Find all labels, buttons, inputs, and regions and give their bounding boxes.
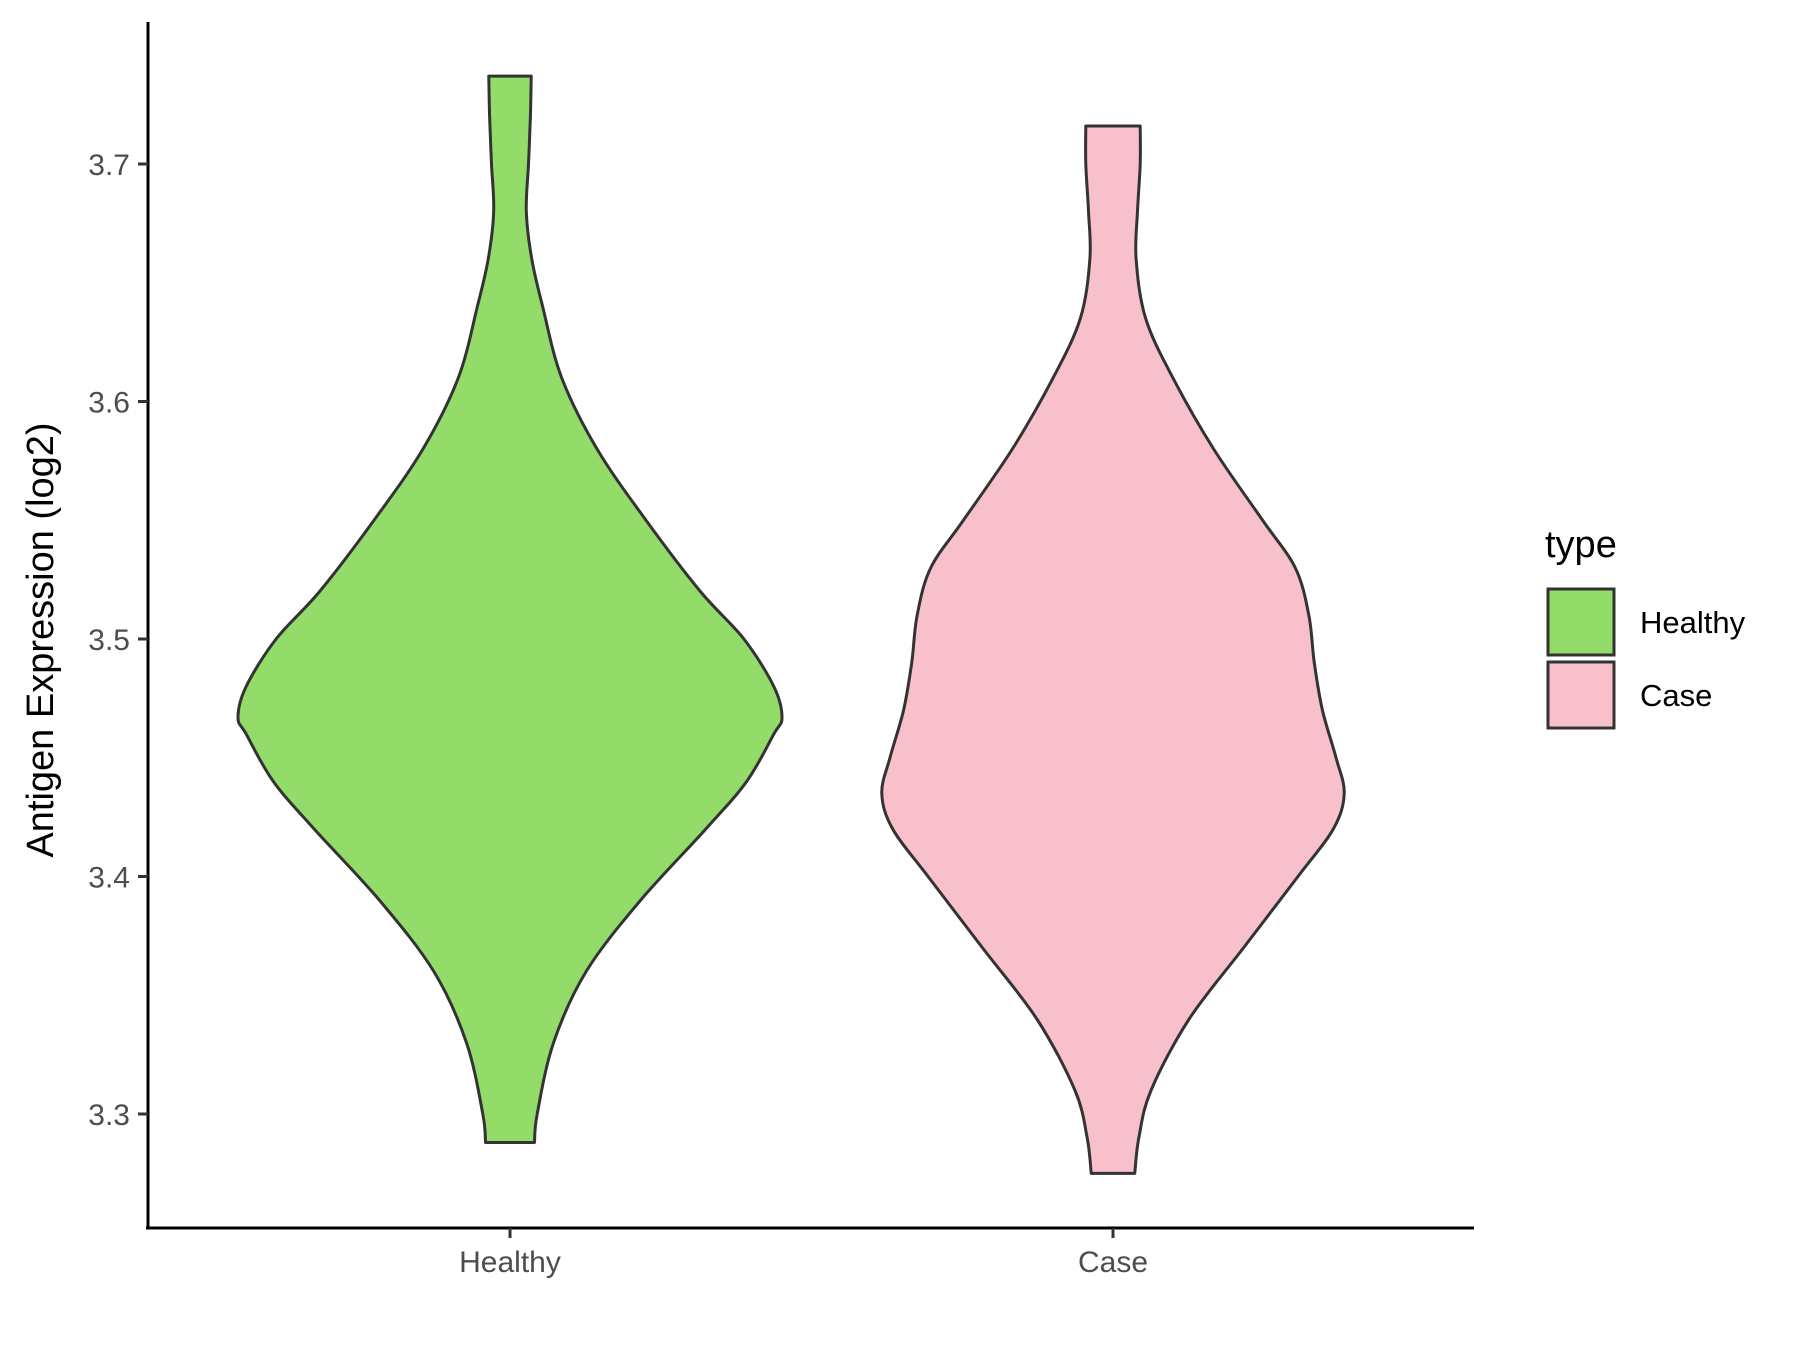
legend-label-case: Case: [1640, 678, 1712, 713]
legend-key-case: [1546, 660, 1616, 730]
x-tick-label-healthy: Healthy: [459, 1246, 561, 1279]
y-tick-label: 3.5: [88, 624, 130, 657]
x-ticks: Healthy Case: [459, 1228, 1148, 1279]
y-tick-label: 3.4: [88, 862, 130, 895]
y-tick-label: 3.6: [88, 387, 130, 420]
legend-key-healthy: [1546, 587, 1616, 657]
y-ticks: 3.3 3.4 3.5 3.6 3.7: [88, 149, 148, 1132]
violins: [236, 74, 1346, 1175]
legend-title: type: [1545, 524, 1617, 566]
legend: Healthy Case: [1546, 587, 1746, 730]
legend-label-healthy: Healthy: [1640, 605, 1746, 640]
violin-healthy: [236, 74, 784, 1144]
y-axis-title: Antigen Expression (log2): [20, 422, 62, 857]
x-tick-label-case: Case: [1078, 1246, 1148, 1279]
y-tick-label: 3.3: [88, 1099, 130, 1132]
y-tick-label: 3.7: [88, 149, 130, 182]
violin-case: [880, 124, 1346, 1175]
